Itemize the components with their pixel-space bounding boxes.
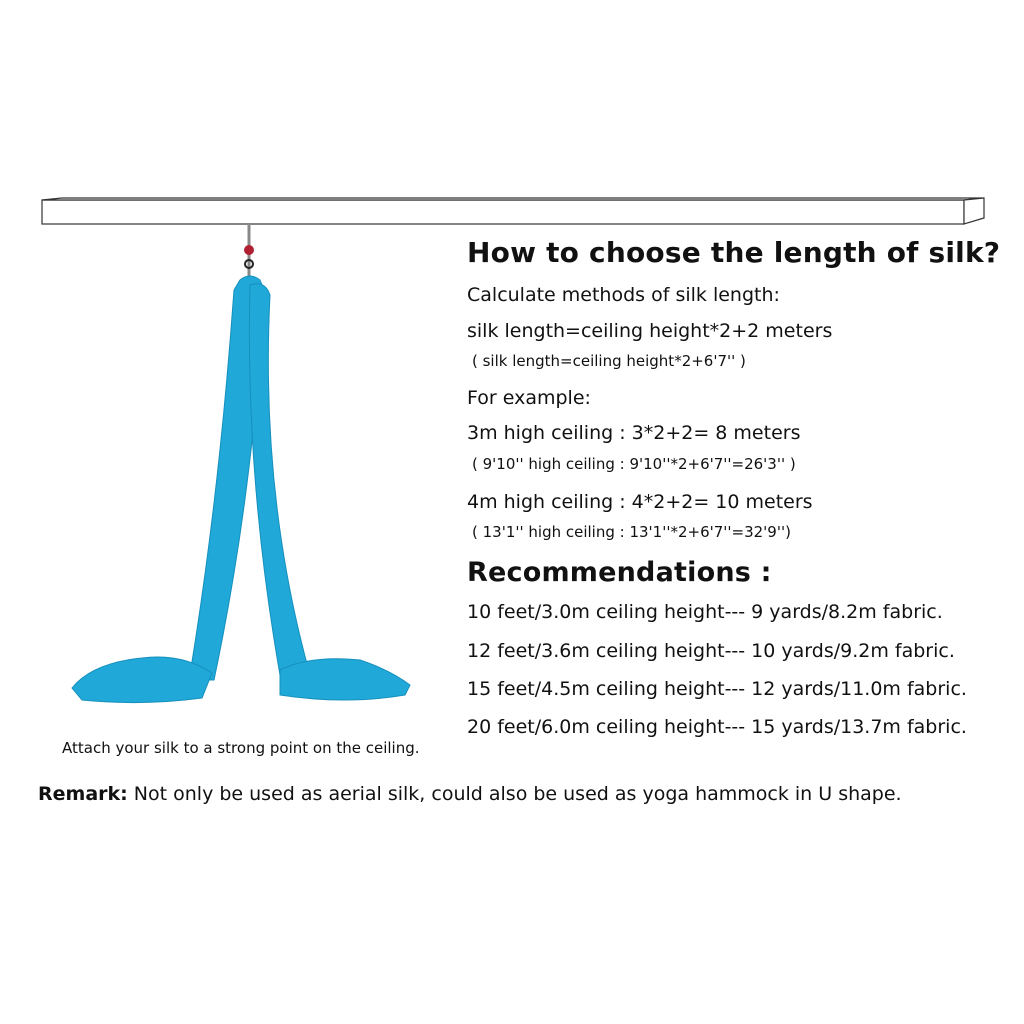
example-metric: 4m high ceiling : 4*2+2= 10 meters [467, 491, 813, 513]
recommendation-row: 10 feet/3.0m ceiling height--- 9 yards/8… [467, 601, 943, 623]
recommendation-row: 15 feet/4.5m ceiling height--- 12 yards/… [467, 678, 967, 700]
image-caption: Attach your silk to a strong point on th… [62, 739, 420, 757]
formula-metric: silk length=ceiling height*2+2 meters [467, 320, 833, 342]
aerial-silk [71, 275, 411, 704]
example-metric: 3m high ceiling : 3*2+2= 8 meters [467, 422, 801, 444]
page-title: How to choose the length of silk? [467, 236, 1001, 269]
remark-label: Remark: [38, 783, 128, 805]
ceiling-beam-illustration [41, 197, 985, 704]
methods-label: Calculate methods of silk length: [467, 284, 780, 306]
recommendation-row: 20 feet/6.0m ceiling height--- 15 yards/… [467, 716, 967, 738]
recommendations-title: Recommendations : [467, 557, 772, 588]
formula-imperial: ( silk length=ceiling height*2+6'7'' ) [472, 352, 746, 370]
example-imperial: ( 13'1'' high ceiling : 13'1''*2+6'7''=3… [472, 523, 791, 541]
remark-text: Not only be used as aerial silk, could a… [133, 783, 902, 805]
example-label: For example: [467, 387, 591, 409]
ceiling-beam [41, 197, 985, 225]
example-imperial: ( 9'10'' high ceiling : 9'10''*2+6'7''=2… [472, 455, 796, 473]
recommendation-row: 12 feet/3.6m ceiling height--- 10 yards/… [467, 640, 955, 662]
remark: Remark: Not only be used as aerial silk,… [38, 783, 902, 805]
